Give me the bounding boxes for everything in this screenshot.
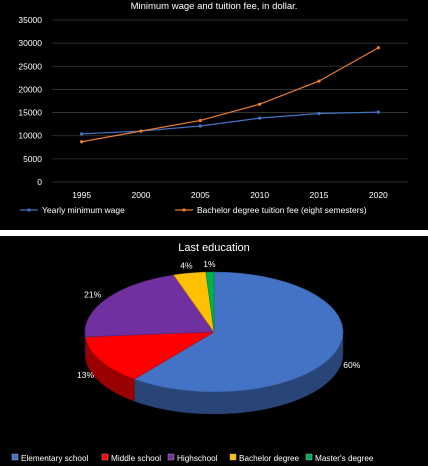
series-point: [80, 140, 84, 144]
series-point: [258, 102, 262, 106]
series-point: [376, 110, 380, 114]
series-point: [80, 132, 84, 136]
legend-label: Yearly minimum wage: [42, 205, 125, 215]
y-tick-label: 5000: [23, 154, 42, 164]
legend-label: Middle school: [111, 454, 161, 463]
legend-swatch: [101, 453, 109, 461]
line-chart-title: Minimum wage and tuition fee, in dollar.: [131, 1, 298, 12]
x-tick-label: 2000: [132, 190, 151, 200]
legend-label: Highschool: [177, 454, 218, 463]
y-tick-label: 15000: [18, 108, 42, 118]
series-line-1: [81, 111, 379, 135]
pie-slice-2: [85, 331, 215, 380]
x-tick-label: 2010: [250, 190, 269, 200]
legend-swatch: [305, 453, 313, 461]
y-tick-label: 10000: [18, 131, 42, 141]
series-point: [258, 116, 262, 120]
legend-swatch: [167, 453, 175, 461]
series-point: [317, 111, 321, 116]
legend-swatch: [229, 453, 237, 461]
series-point: [376, 46, 380, 50]
pie-slice-3: [84, 274, 215, 338]
series-point: [198, 124, 202, 128]
y-tick-label: 30000: [18, 38, 42, 48]
line-chart-panel: Minimum wage and tuition fee, in dollar.…: [0, 0, 428, 230]
pie-slice-1: [133, 271, 344, 393]
pie-chart: Last education 60% 13% 21% 4% 1% Elementary s…: [11, 242, 374, 463]
y-tick-label: 35000: [18, 15, 42, 25]
series-point: [139, 129, 143, 133]
pie-data-label: 60%: [343, 360, 360, 370]
legend-label: Bachelor degree tuition fee (eight semes…: [197, 205, 367, 215]
series-line-2: [81, 47, 379, 143]
pie-data-label: 13%: [77, 370, 94, 380]
x-tick-label: 2015: [310, 190, 329, 200]
legend-label: Bachelor degree: [239, 454, 300, 463]
x-tick-label: 1995: [72, 190, 91, 200]
legend-label: Elementary school: [21, 454, 89, 463]
pie-data-label: 4%: [180, 260, 193, 270]
y-tick-label: 25000: [18, 61, 42, 71]
series-point: [198, 118, 202, 123]
legend-label: Master's degree: [315, 454, 374, 463]
legend-marker: [27, 208, 31, 212]
pie-chart-title: Last education: [178, 242, 250, 254]
pie-data-label: 21%: [84, 289, 101, 299]
series-point: [317, 79, 321, 83]
pie-data-label: 1%: [203, 259, 216, 269]
pie-slice-5: [205, 271, 215, 333]
y-tick-label: 20000: [18, 84, 42, 94]
x-tick-label: 2005: [191, 190, 210, 200]
y-tick-label: 0: [37, 177, 42, 187]
line-chart: Minimum wage and tuition fee, in dollar.…: [18, 1, 408, 215]
pie-chart-panel: Last education 60% 13% 21% 4% 1% Elementary s…: [0, 236, 428, 466]
legend-marker: [182, 208, 186, 212]
x-tick-label: 2020: [369, 190, 388, 200]
legend-swatch: [11, 453, 19, 461]
